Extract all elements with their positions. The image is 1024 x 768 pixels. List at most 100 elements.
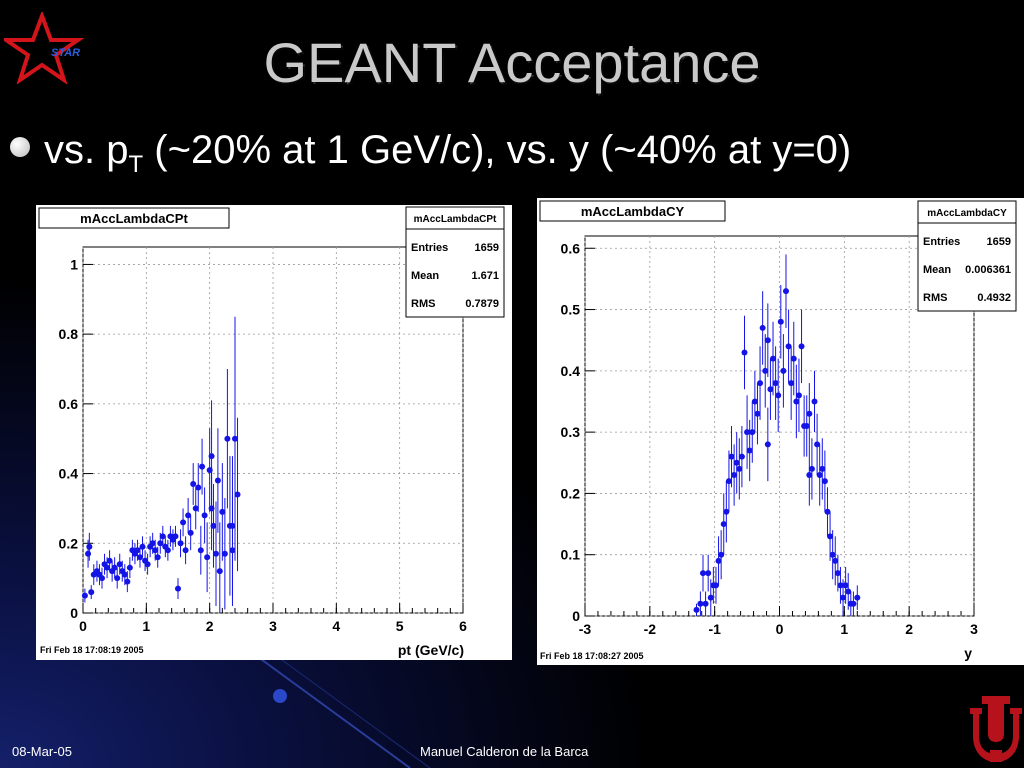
y-tick-label: 0.4 [561,363,581,379]
data-point [845,588,852,595]
stats-label: Entries [411,242,448,254]
y-tick-label: 1 [70,256,78,272]
stats-value: 0.7879 [465,298,499,310]
data-point [221,550,228,557]
y-tick-label: 0.3 [561,424,581,440]
x-tick-label: -3 [579,621,592,637]
data-point [175,585,181,592]
data-point [790,355,797,362]
y-acceptance-chart: -3 -2 -1 0 1 2 3 0 0.1 0.2 0.3 0.4 0.5 0.6 mAccLambdaC… [539,200,1017,661]
x-axis-label: y [964,645,972,661]
chart-title-box [38,207,230,229]
x-tick-label: 2 [905,621,913,637]
y-tick-label: 0.6 [59,396,79,412]
stats-label: Mean [923,264,951,276]
data-point [144,561,151,568]
data-point [88,589,95,596]
stats-box [917,200,1017,312]
data-point [816,472,823,479]
chart-timestamp: Fri Feb 18 17:08:19 2005 [40,645,144,655]
data-point [199,463,206,470]
data-point [793,398,800,405]
x-tick-label: 1 [840,621,848,637]
data-point [159,533,166,540]
x-tick-label: 3 [970,621,978,637]
data-point [780,367,787,374]
data-point [728,453,735,460]
data-point [834,570,841,577]
data-point [172,533,179,540]
data-point [214,477,221,484]
data-point [116,561,123,568]
stats-value: 1659 [987,236,1011,248]
stats-box [405,206,505,318]
data-point [782,288,789,295]
data-point [829,551,836,558]
data-point [139,543,146,550]
data-point [177,540,184,547]
data-point [224,435,231,442]
chart-title-box [539,200,726,222]
data-point [195,484,202,491]
data-point [733,459,740,466]
data-point [798,343,805,350]
data-point [699,570,706,577]
data-point [707,594,714,601]
data-point [192,505,199,512]
data-point [775,392,782,399]
y-tick-label: 0.8 [59,326,79,342]
data-point [803,423,810,429]
pt-acceptance-panel: 0 1 2 3 4 5 6 0 0.2 0.4 0.6 0.8 1 mAccLambdaCPt mAccLa… [36,205,512,660]
data-point [715,557,722,564]
data-point [720,521,727,528]
data-point [759,324,766,331]
y-acceptance-panel: -3 -2 -1 0 1 2 3 0 0.1 0.2 0.3 0.4 0.5 0.6 mAccLambdaC… [537,198,1024,665]
data-point [814,441,821,448]
x-tick-label: 1 [142,618,150,634]
data-point [746,447,753,454]
bullet-line: vs. pT (~20% at 1 GeV/c), vs. y (~40% at… [10,128,851,179]
data-point [187,529,194,536]
x-tick-label: 5 [396,618,404,634]
data-point [85,550,92,557]
data-point [811,398,818,405]
data-point [164,547,171,554]
y-tick-label: 0 [572,608,580,624]
data-point [104,564,111,571]
chart-title: mAccLambdaCPt [80,211,188,226]
data-point [86,543,93,550]
x-tick-label: 6 [459,618,467,634]
data-point [201,512,208,519]
data-point [718,551,725,558]
data-point [741,349,748,356]
data-point [770,355,777,362]
footer-author: Manuel Calderon de la Barca [420,744,589,759]
slide-title: GEANT Acceptance [263,31,761,94]
data-point [182,547,189,554]
data-point [806,410,813,417]
data-point [795,392,802,399]
chart-timestamp: Fri Feb 18 17:08:27 2005 [540,651,644,661]
data-point [697,600,704,607]
data-point [99,575,105,582]
stats-label: RMS [923,292,947,304]
data-point [762,367,769,374]
data-point [738,453,745,460]
data-point [785,343,792,350]
star-logo-icon: STAR [4,12,85,84]
data-point [124,578,131,585]
data-point [134,547,141,554]
data-point [819,465,826,472]
x-tick-label: 0 [776,621,784,637]
chart-title: mAccLambdaCY [581,204,685,219]
data-point [832,557,839,564]
data-point [219,508,226,515]
data-point [840,594,847,601]
data-point [702,600,709,607]
data-point [788,380,795,387]
data-point [751,398,758,405]
data-point [731,472,738,479]
data-point [180,519,187,526]
y-tick-label: 0.2 [59,535,79,551]
data-point [757,380,764,387]
